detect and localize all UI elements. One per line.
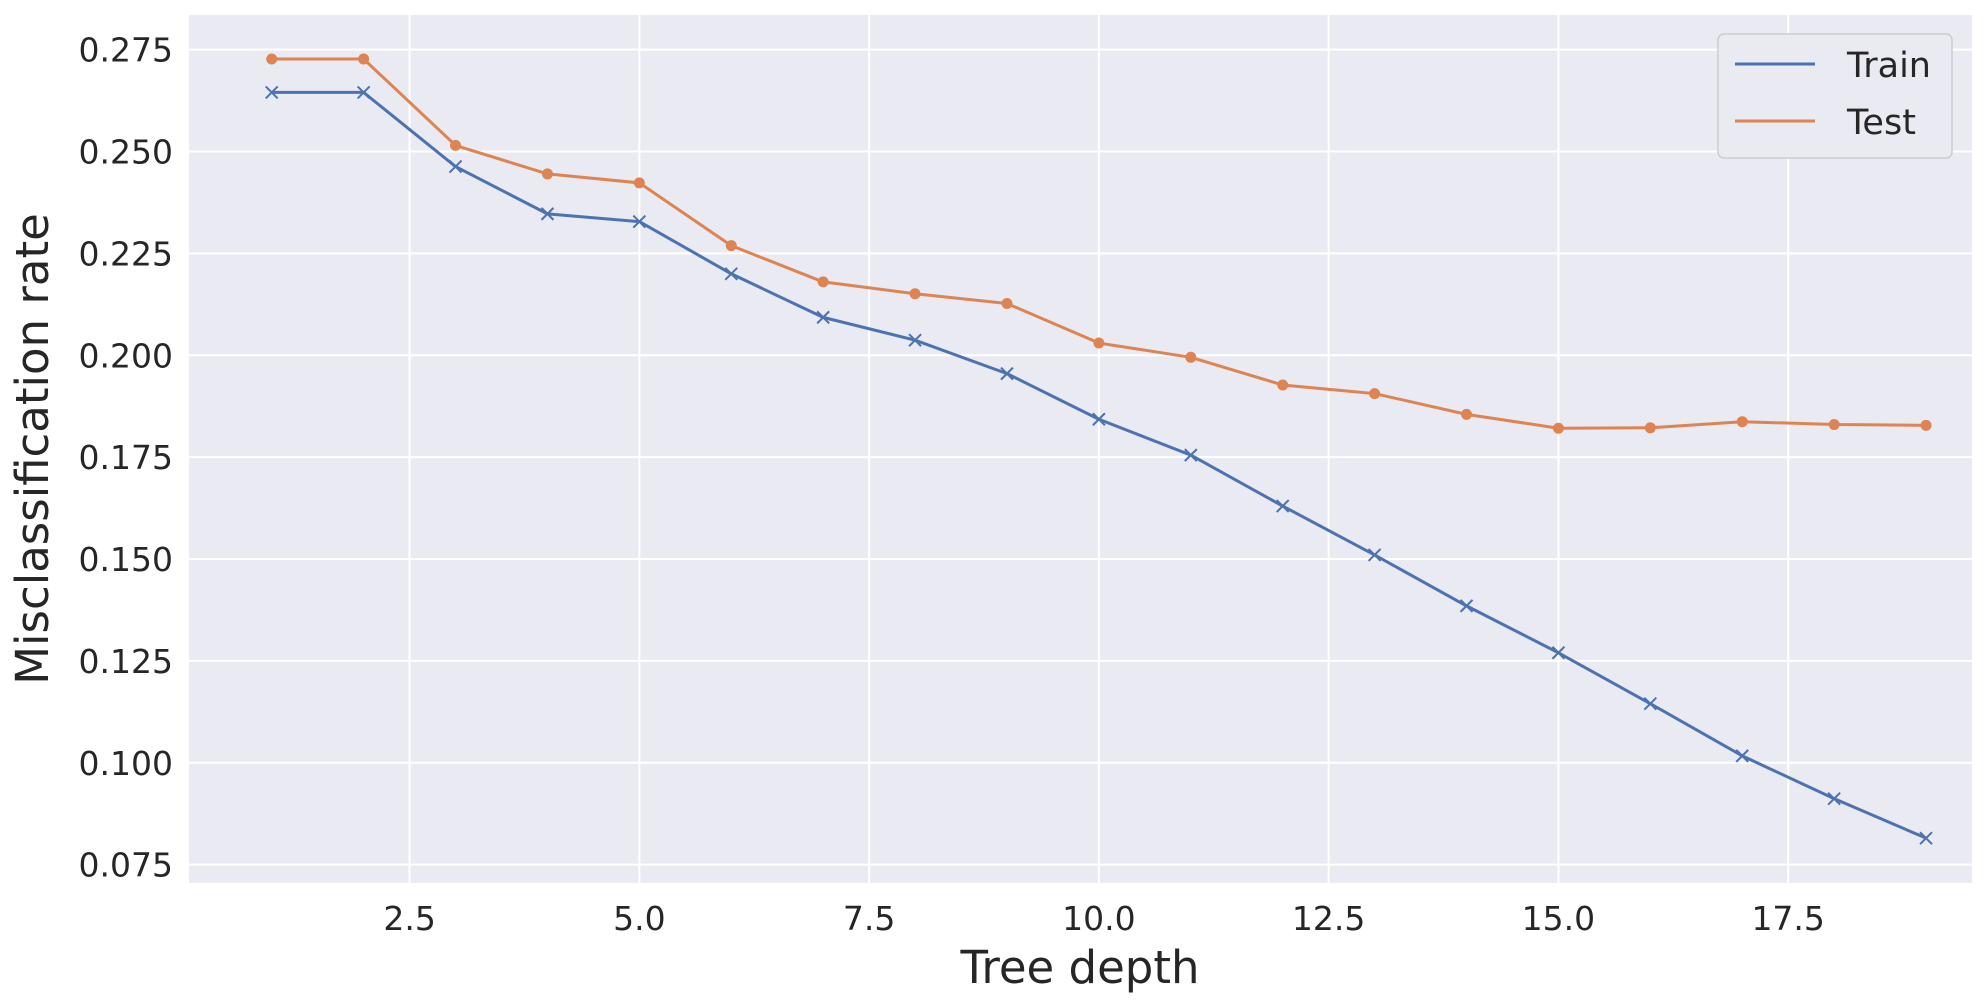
- data-point-test: [1552, 422, 1564, 434]
- x-tick-label: 12.5: [1292, 899, 1365, 938]
- x-tick-label: 5.0: [613, 899, 665, 938]
- data-point-test: [266, 53, 278, 65]
- data-point-train: [540, 207, 555, 221]
- data-point-train: [632, 214, 647, 229]
- data-point-train: [1919, 831, 1933, 845]
- data-point-train: [356, 85, 371, 100]
- x-grid: [408, 15, 1790, 883]
- legend: Train Test: [1717, 33, 1953, 159]
- plot-area: [189, 15, 1972, 883]
- y-grid: [189, 48, 1972, 866]
- data-point-test: [1736, 416, 1748, 428]
- data-point-train: [908, 333, 922, 347]
- data-point-test: [1828, 419, 1840, 431]
- x-tick-labels: 2.5 5.0 7.5 10.0 12.5 15.0 17.5: [383, 899, 1825, 938]
- y-tick-label: 0.250: [79, 133, 173, 172]
- y-tick-label: 0.075: [79, 846, 173, 885]
- data-point-test: [1093, 337, 1105, 349]
- data-point-test: [1920, 419, 1932, 431]
- data-point-test: [633, 177, 645, 189]
- y-tick-label: 0.125: [79, 642, 173, 681]
- legend-label-train: Train: [1846, 46, 1931, 86]
- y-tick-label: 0.100: [79, 744, 173, 783]
- series-train: [265, 85, 1933, 845]
- y-tick-label: 0.200: [79, 336, 173, 375]
- y-tick-labels: 0.075 0.100 0.125 0.150 0.175 0.200 0.225 0.250…: [79, 31, 173, 885]
- x-tick-label: 15.0: [1522, 899, 1595, 938]
- x-tick-label: 2.5: [383, 899, 435, 938]
- data-point-test: [358, 53, 370, 65]
- data-point-train: [724, 267, 738, 281]
- data-point-train: [1459, 599, 1474, 613]
- data-point-train: [265, 85, 279, 100]
- data-point-train: [1092, 412, 1106, 426]
- data-point-test: [909, 288, 921, 300]
- legend-label-test: Test: [1846, 103, 1916, 143]
- y-tick-label: 0.175: [79, 438, 173, 477]
- data-point-train: [1643, 696, 1658, 711]
- y-tick-label: 0.150: [79, 540, 173, 579]
- data-point-test: [1644, 422, 1656, 434]
- series-layer: [265, 53, 1933, 845]
- y-axis-label: Misclassification rate: [6, 213, 59, 685]
- data-point-test: [541, 168, 553, 180]
- data-point-test: [1369, 388, 1381, 400]
- x-tick-label: 10.0: [1062, 899, 1135, 938]
- data-point-train: [1275, 499, 1290, 513]
- data-point-train: [448, 159, 463, 174]
- data-point-train: [816, 310, 830, 325]
- data-point-test: [1001, 298, 1013, 310]
- data-point-test: [817, 276, 829, 288]
- data-point-train: [1184, 448, 1198, 462]
- data-point-train: [1827, 791, 1841, 806]
- data-point-train: [1367, 548, 1382, 562]
- data-point-test: [1461, 408, 1473, 420]
- data-point-test: [450, 139, 462, 151]
- data-point-train: [1000, 366, 1014, 381]
- y-tick-label: 0.225: [79, 234, 173, 273]
- x-axis-label: Tree depth: [959, 941, 1199, 994]
- data-point-test: [1277, 379, 1289, 391]
- y-tick-label: 0.275: [79, 31, 173, 70]
- x-tick-label: 17.5: [1751, 899, 1824, 938]
- data-point-train: [1551, 646, 1566, 660]
- x-tick-label: 7.5: [843, 899, 895, 938]
- data-point-test: [725, 240, 737, 252]
- data-point-test: [1185, 351, 1197, 363]
- data-point-train: [1735, 749, 1749, 763]
- series-test: [266, 53, 1932, 434]
